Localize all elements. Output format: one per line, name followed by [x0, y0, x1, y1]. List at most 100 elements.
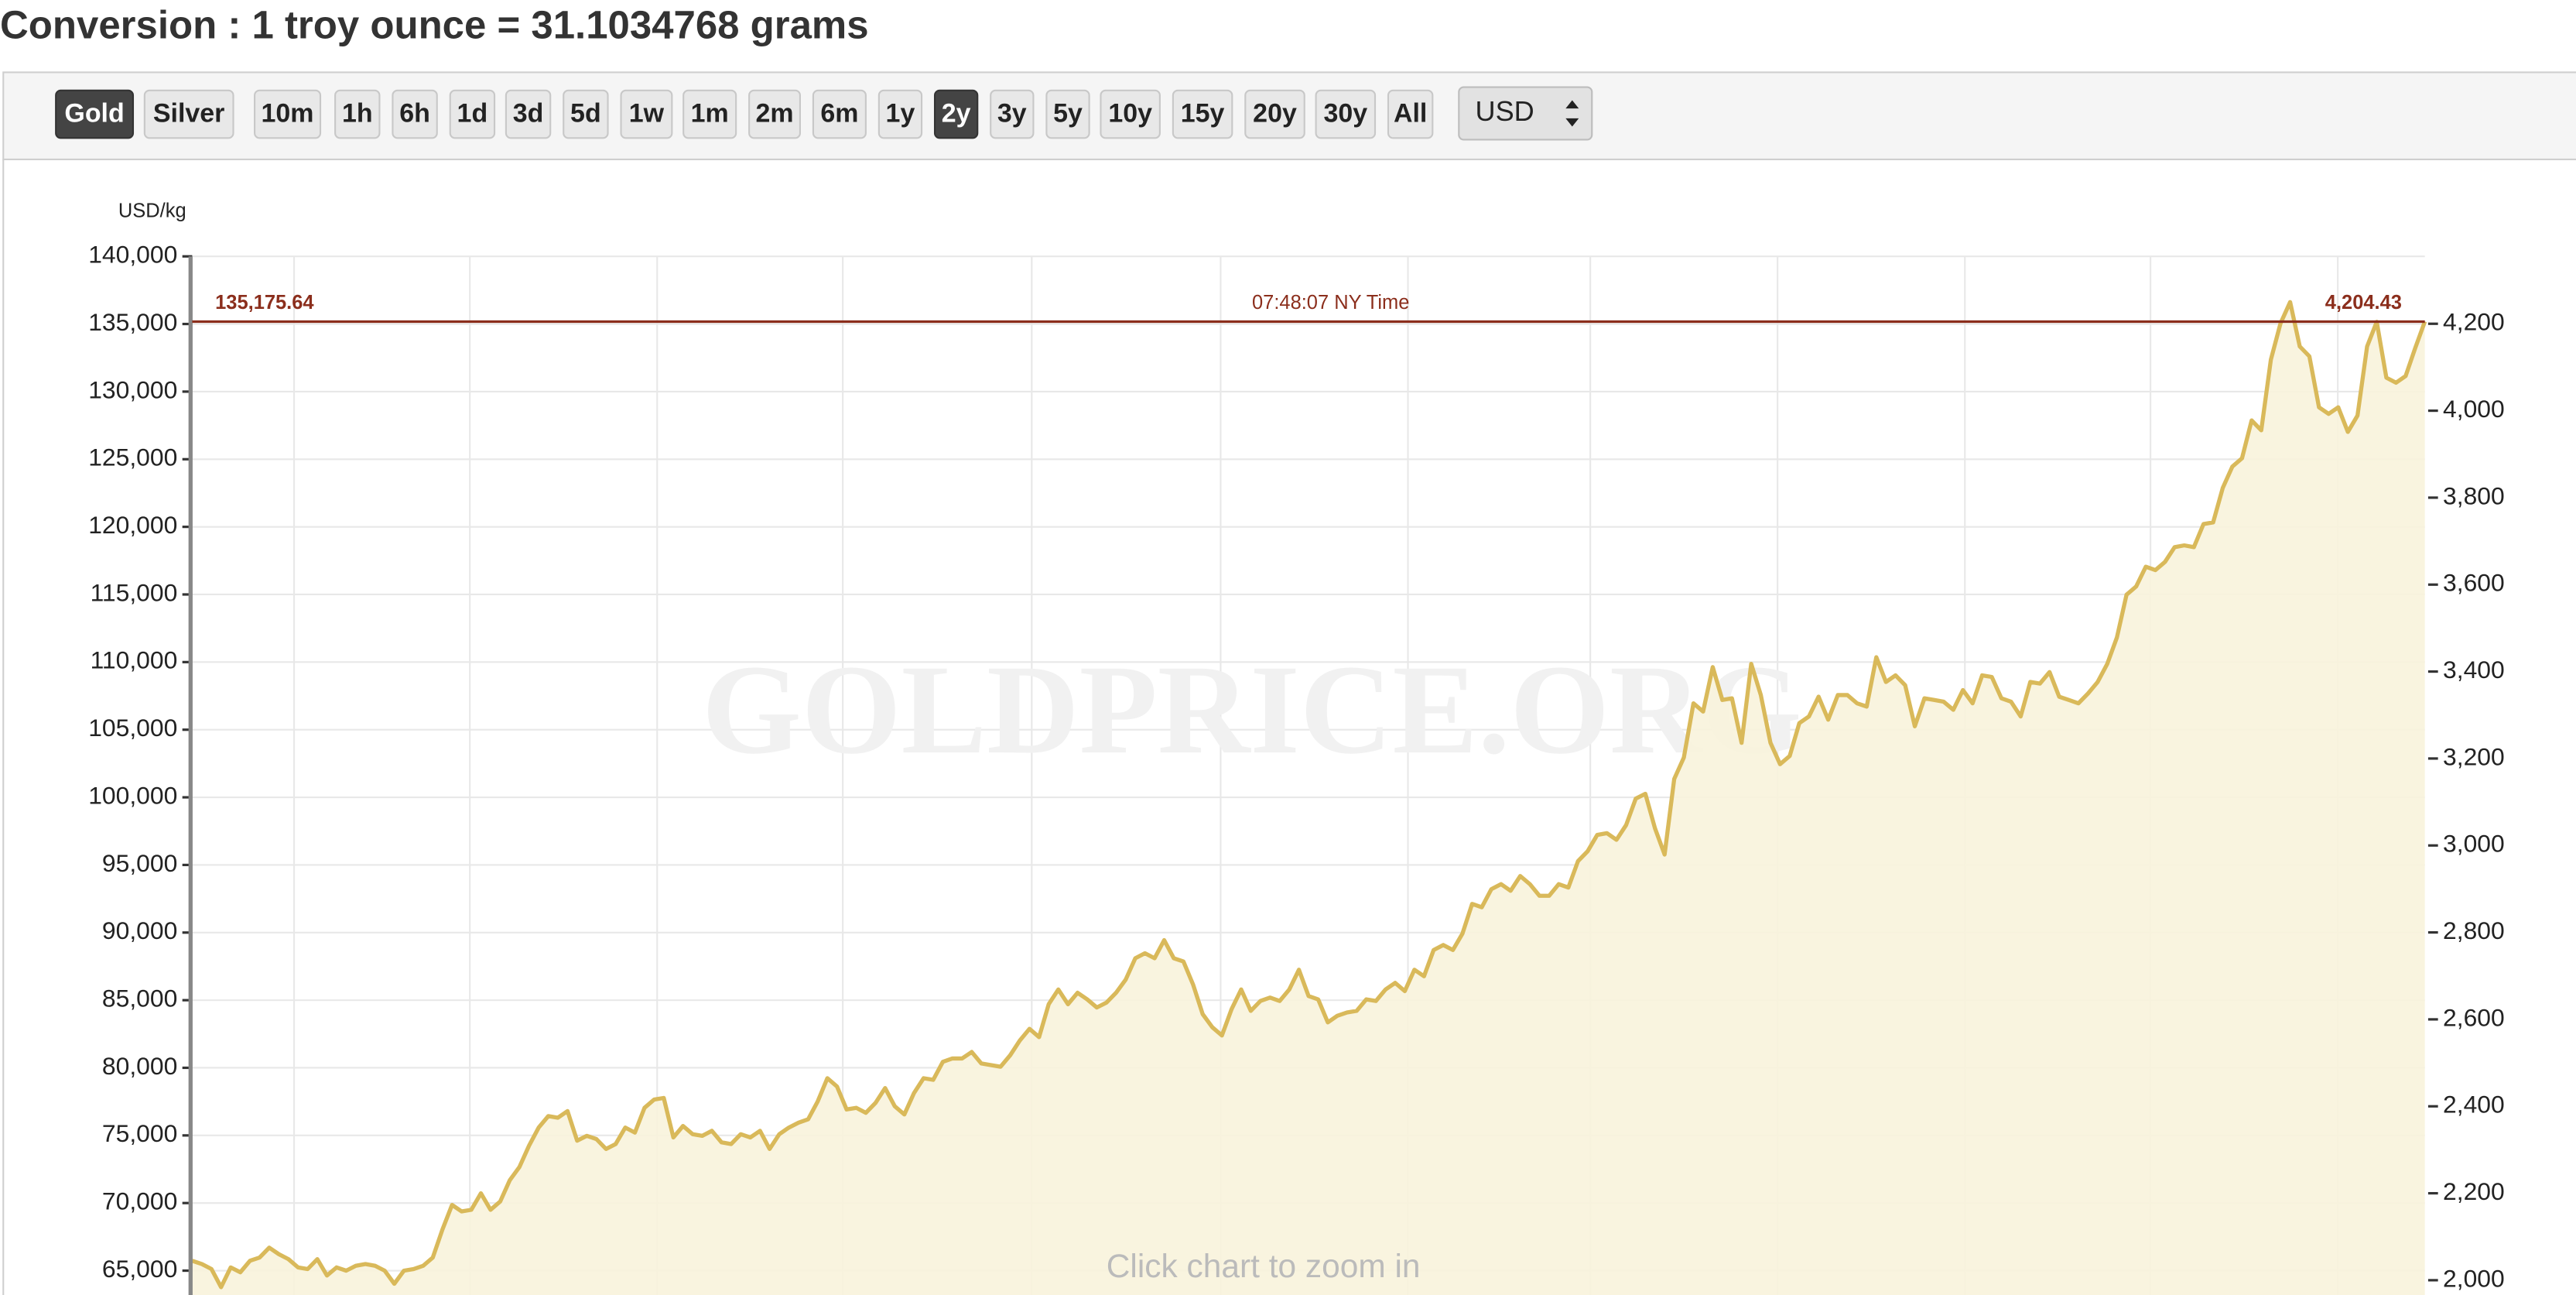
price-line [191, 300, 2427, 1290]
button-bg[interactable] [877, 89, 923, 139]
current-price-oz-label: 4,204.43 [2325, 292, 2402, 313]
button-label[interactable]: Silver [153, 99, 224, 128]
button-bg[interactable] [449, 89, 496, 139]
y-tick-label: 120,000 [88, 511, 177, 539]
toolbar-button[interactable]: 10y [1100, 89, 1161, 139]
toolbar-button[interactable]: 3d [505, 89, 552, 139]
button-label[interactable]: 1d [457, 99, 488, 128]
page-title: Conversion : 1 troy ounce = 31.1034768 g… [0, 3, 869, 47]
button-bg[interactable] [1172, 89, 1233, 139]
button-bg[interactable] [334, 89, 381, 139]
button-label[interactable]: 3y [997, 99, 1027, 128]
y-tick-label: 130,000 [88, 375, 177, 403]
button-bg[interactable] [55, 89, 135, 139]
button-label[interactable]: 3d [513, 99, 544, 128]
y-tick-label: 115,000 [91, 578, 178, 606]
button-bg[interactable] [254, 89, 322, 139]
toolbar-button[interactable]: 1h [334, 89, 381, 139]
time-label: 07:48:07 NY Time [1252, 292, 1409, 313]
y-tick-label: 90,000 [102, 916, 177, 944]
button-label[interactable]: 1w [629, 99, 665, 128]
y-tick-label: 80,000 [102, 1052, 177, 1080]
button-label[interactable]: 1h [342, 99, 373, 128]
button-bg[interactable] [1100, 89, 1161, 139]
y2-tick-label: 4,000 [2443, 395, 2505, 423]
select-arrows[interactable] [1565, 100, 1579, 127]
button-label[interactable]: 1y [886, 99, 915, 128]
y2-tick-label: 4,200 [2443, 308, 2505, 336]
button-bg[interactable] [1315, 89, 1377, 139]
y2-tick-label: 2,000 [2443, 1264, 2505, 1292]
button-bg[interactable] [620, 89, 673, 139]
toolbar-button[interactable]: 3y [990, 89, 1035, 139]
toolbar-button[interactable]: 2y [933, 89, 979, 139]
y2-tick-label: 3,200 [2443, 742, 2505, 770]
toolbar-button[interactable]: Silver [143, 89, 234, 139]
toolbar-button[interactable]: 10m [254, 89, 322, 139]
button-bg[interactable] [392, 89, 438, 139]
y2-tick-label: 3,800 [2443, 481, 2505, 509]
y-tick-label: 70,000 [102, 1187, 177, 1215]
toolbar-button[interactable]: 20y [1244, 89, 1305, 139]
y-tick-label: 75,000 [102, 1119, 177, 1147]
y-tick-label: 105,000 [88, 714, 177, 742]
button-label[interactable]: 10m [262, 99, 314, 128]
toolbar-button[interactable]: 6h [392, 89, 438, 139]
y2-tick-label: 2,400 [2443, 1091, 2505, 1119]
y2-tick-label: 3,400 [2443, 656, 2505, 683]
button-bg[interactable] [1045, 89, 1090, 139]
toolbar-button[interactable]: All [1387, 89, 1434, 139]
y-tick-label: 110,000 [91, 646, 178, 674]
button-bg[interactable] [1387, 89, 1434, 139]
button-bg[interactable] [748, 89, 802, 139]
y2-tick-label: 3,600 [2443, 569, 2505, 597]
y-axis-label: USD/kg [118, 200, 186, 222]
toolbar-button[interactable]: Gold [55, 89, 135, 139]
current-price-label: 135,175.64 [215, 292, 314, 313]
button-bg[interactable] [505, 89, 552, 139]
button-bg[interactable] [682, 89, 737, 139]
button-label[interactable]: 1m [691, 99, 729, 128]
y-tick-label: 85,000 [102, 985, 177, 1012]
toolbar-button[interactable]: 15y [1172, 89, 1233, 139]
toolbar-button[interactable]: 1y [877, 89, 923, 139]
y2-tick-label: 2,200 [2443, 1177, 2505, 1205]
button-bg[interactable] [990, 89, 1035, 139]
button-label[interactable]: 6m [820, 99, 858, 128]
button-bg[interactable] [143, 89, 234, 139]
button-label[interactable]: Gold [64, 99, 124, 128]
watermark: GOLDPRICE.ORG [702, 638, 1801, 780]
toolbar-button[interactable]: 2m [748, 89, 802, 139]
select-value[interactable]: USD [1476, 95, 1534, 127]
button-label[interactable]: 2m [755, 99, 793, 128]
button-label[interactable]: 5y [1053, 99, 1083, 128]
toolbar-button[interactable]: 1w [620, 89, 673, 139]
toolbar-button[interactable]: 1d [449, 89, 496, 139]
chart[interactable]: 65,000 70,000 75,000 80,000 85,000 90,000 95,0… [88, 200, 2505, 1295]
button-label[interactable]: 10y [1108, 99, 1152, 128]
button-bg[interactable] [812, 89, 867, 139]
button-label[interactable]: 5d [570, 99, 601, 128]
toolbar-buttons: Gold Silver 10m 1h 6h 1d 3d 5d 1w 1m 2m 6m 1y 2y 3y 5y 1… [55, 86, 1593, 141]
toolbar-button[interactable]: 30y [1315, 89, 1377, 139]
toolbar-button[interactable]: 6m [812, 89, 867, 139]
zoom-hint: Click chart to zoom in [1107, 1248, 1421, 1284]
y-tick-label: 100,000 [88, 781, 177, 809]
button-label[interactable]: 15y [1181, 99, 1225, 128]
price-area [192, 302, 2425, 1295]
toolbar-button[interactable]: 5y [1045, 89, 1090, 139]
button-label[interactable]: 6h [399, 99, 430, 128]
toolbar-button[interactable]: 5d [563, 89, 609, 139]
button-bg[interactable] [933, 89, 979, 139]
y-tick-label: 95,000 [102, 849, 177, 877]
select-bg[interactable] [1458, 86, 1593, 141]
button-label[interactable]: 20y [1253, 99, 1297, 128]
button-label[interactable]: 30y [1323, 99, 1367, 128]
button-label[interactable]: All [1394, 99, 1427, 128]
button-label[interactable]: 2y [942, 99, 971, 128]
y-tick-label: 65,000 [102, 1255, 177, 1283]
button-bg[interactable] [563, 89, 609, 139]
toolbar-button[interactable]: 1m [682, 89, 737, 139]
currency-select[interactable]: USD [1458, 86, 1593, 141]
button-bg[interactable] [1244, 89, 1305, 139]
